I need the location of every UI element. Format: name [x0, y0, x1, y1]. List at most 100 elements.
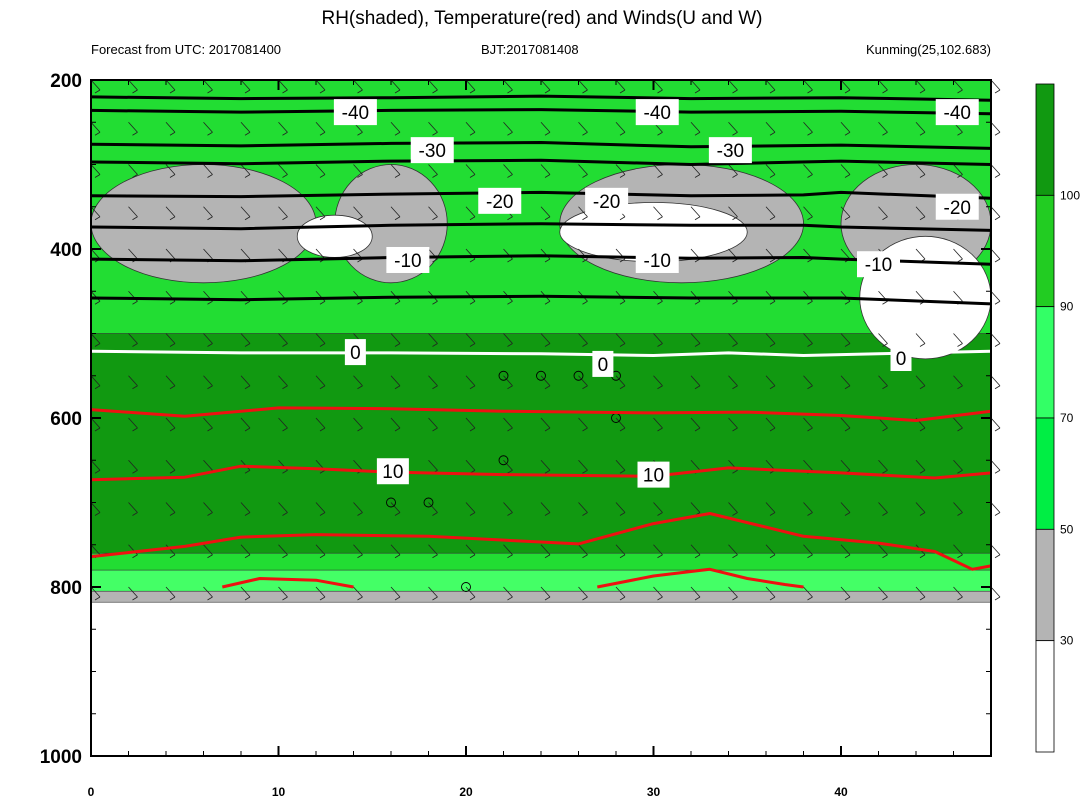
wind-barb-flag	[769, 89, 776, 94]
wind-barb	[915, 586, 926, 598]
wind-barb-flag	[582, 258, 588, 263]
wind-barb	[540, 164, 551, 175]
wind-barb-flag	[507, 343, 513, 347]
wind-barb	[878, 502, 888, 513]
wind-barb	[278, 248, 288, 260]
calm-wind-mark	[461, 582, 471, 592]
wind-barb-flag	[844, 554, 851, 559]
wind-barb-flag	[844, 596, 851, 601]
wind-barb	[615, 459, 626, 471]
wind-barb	[953, 586, 963, 598]
wind-barb-flag	[619, 512, 626, 516]
wind-barb	[278, 79, 288, 91]
wind-barb-flag	[94, 89, 101, 94]
wind-barb-flag	[394, 131, 401, 136]
wind-barb-flag	[919, 343, 926, 347]
wind-barb-flag	[507, 469, 513, 474]
wind-barb-flag	[619, 131, 626, 136]
wind-barb	[315, 79, 326, 91]
contour-label: 0	[896, 349, 907, 370]
wind-barb	[765, 164, 776, 175]
wind-barb	[990, 333, 1001, 344]
wind-barb-flag	[582, 512, 588, 516]
wind-barb-flag	[882, 385, 888, 390]
wind-barb-flag	[844, 131, 851, 136]
wind-barb-flag	[807, 300, 813, 305]
contour-label-box	[386, 246, 430, 273]
wind-barb	[728, 290, 738, 302]
wind-barb	[803, 290, 813, 302]
wind-barb-flag	[657, 596, 663, 601]
wind-barb	[465, 459, 476, 471]
wind-barb	[128, 375, 138, 387]
wind-barb-flag	[94, 216, 101, 221]
wind-barb	[128, 417, 138, 429]
wind-barb-flag	[507, 258, 513, 263]
wind-barb-flag	[544, 427, 551, 432]
wind-barb-flag	[657, 300, 663, 305]
y-tick-label: 600	[50, 409, 82, 430]
wind-barb-flag	[919, 554, 926, 559]
wind-barb-flag	[919, 427, 926, 432]
wind-barb-flag	[582, 427, 588, 432]
wind-barb	[728, 79, 738, 91]
isotherm-line	[221, 577, 354, 589]
wind-barb	[165, 121, 176, 133]
x-tick-label: 40	[834, 785, 848, 799]
wind-barb-flag	[732, 300, 738, 305]
wind-barb-flag	[132, 300, 138, 305]
wind-barb	[953, 333, 963, 344]
wind-barb	[803, 544, 813, 556]
wind-barb	[353, 79, 363, 91]
wind-barb	[240, 333, 251, 344]
wind-barb	[690, 206, 701, 218]
wind-barb	[240, 502, 251, 513]
wind-barb-flag	[844, 300, 851, 305]
wind-barb-flag	[244, 554, 251, 559]
wind-barb	[990, 502, 1001, 513]
wind-barb	[653, 502, 663, 513]
wind-barb	[803, 164, 813, 175]
wind-barb	[390, 544, 401, 556]
wind-barb-flag	[319, 469, 326, 474]
wind-barb	[990, 248, 1001, 260]
wind-barb	[615, 79, 626, 91]
wind-barb-flag	[732, 385, 738, 390]
wind-barb	[690, 375, 701, 387]
wind-barb-flag	[469, 131, 476, 136]
wind-barb-flag	[94, 131, 101, 136]
contour-label-box	[635, 246, 679, 273]
wind-barb-flag	[282, 131, 288, 136]
wind-barb	[953, 290, 963, 302]
wind-barb	[728, 206, 738, 218]
wind-barb-flag	[394, 343, 401, 347]
wind-barb-flag	[244, 174, 251, 178]
wind-barb-flag	[994, 174, 1001, 178]
wind-barb	[315, 248, 326, 260]
wind-barb-flag	[319, 512, 326, 516]
wind-barb-flag	[132, 343, 138, 347]
colorbar-swatch	[1035, 417, 1055, 530]
wind-barb	[428, 206, 438, 218]
wind-barb-flag	[394, 554, 401, 559]
wind-barb-flag	[544, 174, 551, 178]
wind-barb-flag	[882, 174, 888, 178]
wind-barb	[465, 79, 476, 91]
wind-barb-flag	[282, 89, 288, 94]
wind-barb	[503, 79, 513, 91]
contour-label: -40	[944, 103, 971, 124]
wind-barb	[353, 206, 363, 218]
wind-barb	[803, 586, 813, 598]
wind-barb	[428, 544, 438, 556]
wind-barb	[353, 459, 363, 471]
wind-barb-flag	[957, 131, 963, 136]
wind-barb-flag	[694, 300, 701, 305]
wind-barb	[990, 79, 1001, 91]
wind-barb	[128, 248, 138, 260]
wind-barb-flag	[919, 174, 926, 178]
wind-barb	[465, 333, 476, 344]
wind-barb-flag	[694, 174, 701, 178]
wind-barb-flag	[469, 596, 476, 601]
wind-barb	[915, 375, 926, 387]
wind-barb-flag	[544, 596, 551, 601]
